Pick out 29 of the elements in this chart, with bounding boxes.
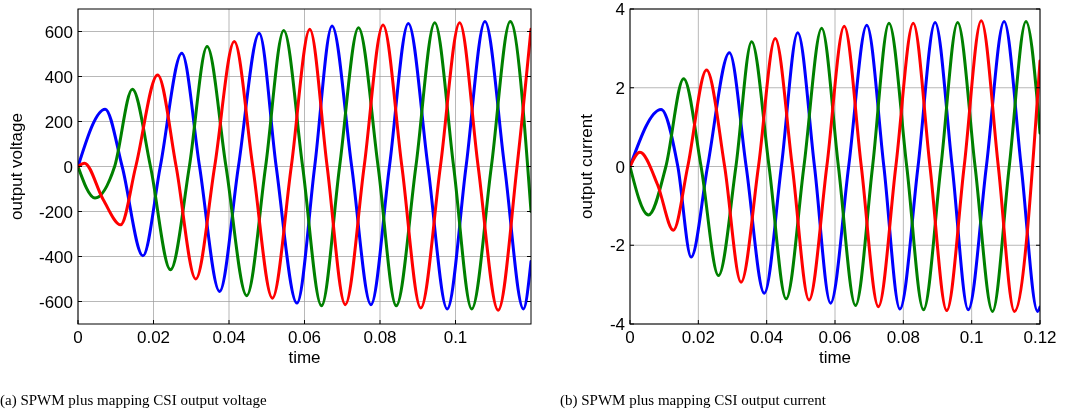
x-tick-label: 0.1	[959, 328, 984, 347]
y-tick-label: 4	[615, 0, 625, 19]
x-tick-label: 0.12	[1023, 328, 1057, 347]
y-tick-label: -2	[609, 236, 625, 256]
y-tick-label: 2	[615, 78, 625, 98]
y-tick-label: 0	[615, 157, 625, 177]
text: (b) SPWM plus mapping CSI output current	[560, 392, 827, 409]
x-tick-label: 0.06	[818, 328, 852, 347]
x-tick-label: 0.02	[681, 328, 715, 347]
x-tick-label: 0.08	[363, 328, 397, 347]
x-axis-title: time	[288, 348, 321, 367]
y-tick-label: -4	[609, 315, 625, 334]
x-tick-label: 0.1	[443, 328, 468, 347]
y-tick-label: 0	[63, 157, 73, 177]
x-axis-title: time	[818, 348, 852, 367]
y-axis-title: output voltage	[7, 113, 26, 220]
x-tick-label: 0.02	[136, 328, 171, 347]
y-tick-label: 200	[44, 112, 73, 132]
y-tick-label: 600	[44, 22, 73, 42]
y-axis-title: output current	[577, 113, 596, 219]
y-tick-label: 400	[44, 67, 73, 87]
text: (a) SPWM plus mapping CSI output voltage	[0, 392, 267, 409]
y-tick-label: -600	[38, 292, 73, 312]
y-tick-label: -400	[38, 247, 73, 267]
x-tick-label: 0.06	[287, 328, 322, 347]
x-tick-label: 0.08	[886, 328, 920, 347]
x-tick-label: 0.04	[212, 328, 246, 347]
x-tick-label: 0.04	[750, 328, 784, 347]
y-tick-label: -200	[38, 202, 73, 222]
